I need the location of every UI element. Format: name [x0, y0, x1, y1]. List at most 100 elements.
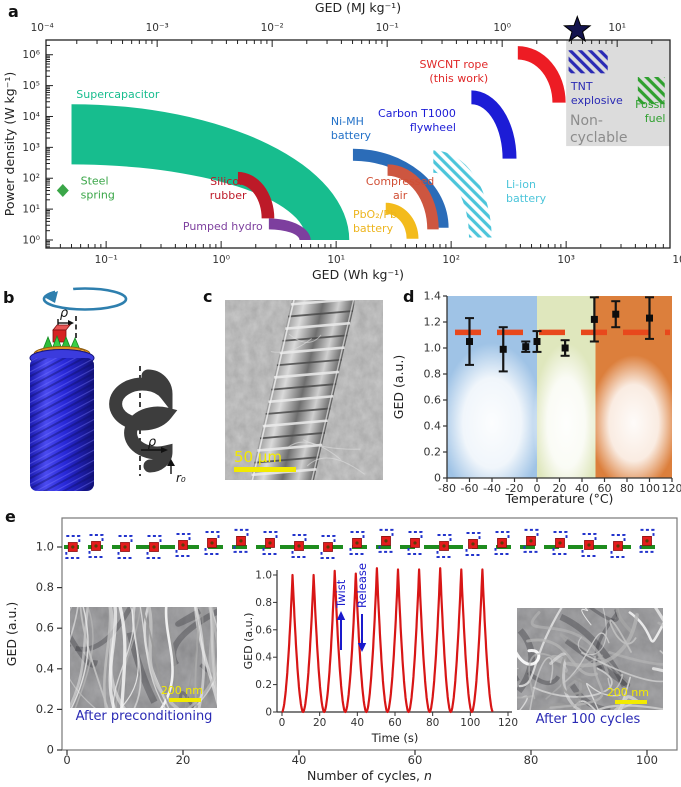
scale-bar [615, 700, 647, 704]
region-label: Carbon T1000 [378, 107, 456, 120]
square-marker [499, 345, 507, 353]
sem-fiber [538, 698, 580, 710]
top-axis-title: GED (MJ kg⁻¹) [315, 0, 401, 15]
y-axis-title: GED (a.u.) [4, 602, 19, 666]
bracket-marker-top [147, 535, 162, 542]
x-axis-tick-label: 60 [598, 482, 612, 495]
inset-y-tick-label: 0.2 [255, 679, 272, 691]
x-axis-tick-label: -20 [506, 482, 524, 495]
inset-x-tick-label: 60 [388, 717, 401, 729]
bracket-marker-bottom [552, 547, 567, 555]
marker-center-dot [384, 539, 388, 543]
y-axis-tick-label: 0 [434, 472, 441, 485]
bracket-marker-top [611, 533, 626, 541]
panel-e-cycling-chart: 0 20 40 60 80 100 0 0.2 0.4 0.6 0.8 1.0 Number of cy… [4, 517, 678, 783]
top-axis-tick-label: 10⁻³ [146, 22, 169, 34]
marker-center-dot [587, 543, 591, 547]
top-axis-tick-label: 10⁻¹ [376, 22, 399, 34]
sem-fiber [175, 608, 202, 627]
inset-x-tick-label: 80 [426, 717, 439, 729]
region-label: spring [81, 189, 115, 202]
release-annotation: Release [355, 563, 369, 608]
bracket-marker-top [524, 528, 539, 536]
rope-wisp [303, 439, 361, 450]
marker-center-dot [645, 539, 649, 543]
marker-center-dot [326, 545, 330, 549]
region-label: Fossil [635, 98, 665, 111]
square-marker [561, 344, 569, 352]
twist-arrowhead-icon [336, 611, 346, 620]
y-axis-tick-label: 10² [22, 173, 40, 185]
square-marker [590, 315, 598, 323]
sem-fiber [528, 652, 568, 700]
y-axis-tick-label: 10⁰ [22, 234, 40, 246]
panel-label-e: e [5, 507, 16, 526]
coil-rho-arrowhead-icon [161, 447, 168, 453]
y-axis-title: GED (a.u.) [391, 355, 406, 419]
bracket-marker-top [408, 530, 423, 538]
right-sem-caption: After 100 cycles [535, 712, 641, 727]
bracket-marker-top [263, 530, 278, 538]
sem-image-rope [225, 300, 383, 480]
bracket-marker-top [321, 535, 336, 542]
top-axis-tick-label: 10⁰ [493, 22, 511, 34]
sem-fiber [549, 655, 604, 709]
rotation-arrowhead-icon [44, 291, 58, 303]
twist-annotation: Twist [334, 579, 348, 609]
scale-bar [169, 698, 201, 702]
marker-center-dot [529, 539, 533, 543]
region-ni-mh-battery [352, 148, 449, 228]
rope-strand [279, 346, 345, 355]
sem-fiber [559, 633, 604, 657]
bracket-marker-bottom [233, 545, 248, 553]
bracket-marker-bottom [262, 547, 277, 555]
region-label: flywheel [410, 121, 456, 134]
bracket-marker-bottom [523, 545, 538, 553]
sem-fiber [517, 694, 534, 699]
rope-strand [254, 456, 320, 464]
patch-fossil-fuel [637, 77, 665, 105]
region-label: (this work) [429, 72, 488, 85]
x-axis-tick-label: 10⁻¹ [95, 254, 118, 266]
panel-label-a: a [8, 2, 19, 21]
x-axis-tick-label: 40 [292, 753, 307, 767]
bracket-marker-top [466, 531, 481, 539]
patch-tnt-explosive [568, 50, 608, 74]
bracket-marker-top [437, 533, 452, 541]
y-axis-tick-label: 0.6 [424, 394, 442, 407]
sem-fiber [74, 607, 134, 652]
y-axis-tick-label: 1.2 [424, 316, 442, 329]
x-axis-title: GED (Wh kg⁻¹) [312, 267, 404, 282]
y-axis-tick-label: 0.8 [36, 580, 54, 594]
sem-fiber [609, 619, 637, 653]
region-label: battery [353, 222, 394, 235]
y-axis-tick-label: 0.2 [36, 702, 54, 716]
bracket-marker-top [118, 535, 133, 542]
region-label: PbO₂/Pb [353, 208, 397, 221]
rotation-arrow-gap [54, 284, 74, 295]
x-axis-tick-label: 80 [620, 482, 634, 495]
marker-center-dot [500, 541, 504, 545]
rho-offset-arrowhead-icon [68, 320, 74, 326]
rope-strand [265, 407, 331, 415]
sem-fiber [112, 607, 134, 708]
rho-label-top: ρ [60, 306, 69, 321]
bracket-marker-bottom [581, 549, 596, 557]
x-axis-tick-label: 0 [63, 753, 70, 767]
sem-fiber [628, 611, 663, 643]
sem-fiber [585, 682, 621, 710]
region-label: Compressed [366, 175, 434, 188]
x-axis-tick-label: 120 [662, 482, 681, 495]
rope [246, 300, 360, 480]
region-carbon-t1000-flywheel [471, 90, 517, 159]
rope-wisp [270, 338, 312, 353]
bracket-marker-bottom [88, 550, 103, 558]
marker-center-dot [558, 541, 562, 545]
region-compressed-air [387, 164, 439, 230]
inset-y-tick-label: 0 [265, 707, 272, 719]
region-label: fuel [645, 112, 666, 125]
marker-center-dot [413, 541, 417, 545]
bracket-marker-bottom [320, 552, 335, 559]
region-pbo-pb-battery [385, 202, 419, 239]
sem-fiber [526, 638, 599, 677]
